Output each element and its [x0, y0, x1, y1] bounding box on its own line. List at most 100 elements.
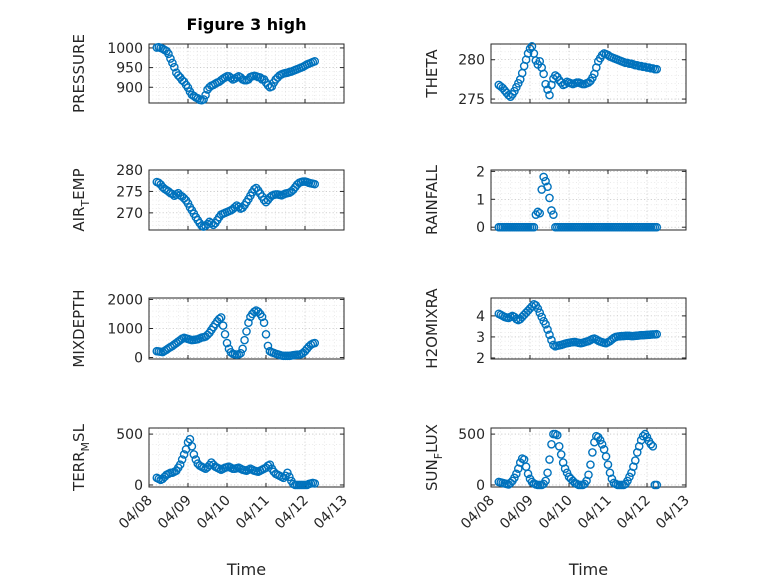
- data-point-sun_flux: [625, 472, 634, 482]
- y-axis-label: MIXDEPTH: [70, 289, 88, 367]
- subplot-mixdepth: 0 1000 2000 MIXDEPTH: [70, 289, 345, 368]
- data-point-sun_flux: [510, 473, 519, 483]
- data-point-rainfall: [541, 176, 550, 186]
- data-point-mixdepth: [263, 341, 273, 351]
- data-point-mixdepth: [218, 321, 228, 330]
- y-tick-label: 1000: [107, 41, 143, 57]
- data-point-sun_flux: [556, 450, 566, 459]
- data-point-air_temp: [168, 189, 177, 199]
- data-point-mixdepth: [238, 344, 247, 354]
- data-point-sun_flux: [631, 456, 640, 465]
- data-point-pressure: [201, 90, 210, 100]
- data-point-theta: [539, 69, 548, 79]
- data-point-sun_flux: [642, 432, 652, 442]
- data-point-theta: [597, 50, 607, 60]
- y-axis-label: THETA: [423, 49, 441, 99]
- y-tick-label: 0: [134, 351, 143, 367]
- data-point-theta: [545, 90, 554, 100]
- x-tick-label: 04/12: [272, 493, 312, 533]
- data-point-sun_flux: [523, 469, 533, 479]
- data-point-sun_flux: [541, 476, 550, 486]
- data-point-air_temp: [234, 202, 243, 212]
- data-point-h2omixra: [535, 308, 545, 318]
- data-point-sun_flux: [597, 439, 607, 449]
- data-point-sun_flux: [595, 435, 605, 445]
- data-point-air_temp: [310, 179, 320, 189]
- data-point-pressure: [168, 58, 177, 68]
- axes-box: [148, 43, 345, 104]
- data-point-sun_flux: [521, 462, 531, 471]
- data-point-pressure: [199, 95, 208, 104]
- y-axis-label: H2OMIXRA: [423, 288, 441, 369]
- axes-box: [490, 427, 687, 488]
- x-tick-label: 04/13: [311, 493, 351, 533]
- data-point-mixdepth: [310, 338, 320, 348]
- data-point-sun_flux: [543, 468, 552, 478]
- data-point-theta: [652, 64, 662, 74]
- y-axis-label: RAINFALL: [423, 164, 441, 235]
- data-point-rainfall: [545, 193, 554, 203]
- x-tick-label: 04/12: [614, 493, 654, 533]
- data-point-mixdepth: [242, 327, 251, 336]
- data-point-mixdepth: [216, 313, 226, 322]
- data-point-h2omixra: [652, 329, 662, 339]
- data-point-sun_flux: [588, 448, 597, 457]
- data-point-terr_msl: [310, 479, 320, 488]
- data-point-mixdepth: [259, 318, 269, 327]
- x-tick-label: 04/13: [653, 493, 693, 533]
- y-tick-label: 0: [476, 478, 485, 494]
- subplot-theta: 275 280 THETA: [423, 42, 687, 108]
- data-point-sun_flux: [586, 460, 595, 469]
- data-point-terr_msl: [175, 460, 185, 469]
- y-tick-label: 270: [116, 206, 143, 222]
- x-axis-label: Time: [568, 560, 608, 579]
- x-axis-label: Time: [226, 560, 266, 579]
- y-tick-label: 0: [476, 220, 485, 236]
- subplot-sun_flux: 0 500 04/08 04/09 04/10 04/11 04/12 04/13 Time SU…: [423, 424, 693, 579]
- y-tick-label: 280: [116, 163, 143, 179]
- data-point-theta: [523, 49, 533, 58]
- x-tick-label: 04/09: [497, 493, 537, 533]
- data-point-mixdepth: [236, 348, 245, 358]
- data-point-terr_msl: [179, 450, 189, 459]
- data-point-h2omixra: [543, 325, 552, 334]
- figure-title: Figure 3 high: [187, 15, 307, 34]
- data-point-mixdepth: [261, 330, 271, 339]
- x-tick-label: 04/08: [458, 493, 498, 533]
- data-point-pressure: [310, 57, 320, 66]
- y-tick-label: 950: [116, 61, 143, 77]
- data-point-mixdepth: [257, 312, 267, 322]
- x-tick-label: 04/10: [536, 493, 576, 533]
- x-tick-label: 04/08: [116, 493, 156, 533]
- axes-box: [490, 297, 687, 360]
- x-tick-label: 04/11: [575, 493, 615, 533]
- y-tick-label: 500: [116, 427, 143, 443]
- data-point-rainfall: [535, 208, 545, 218]
- y-axis-label: TERRMSL: [70, 423, 92, 492]
- data-point-terr_msl: [177, 455, 187, 464]
- y-tick-label: 0: [134, 478, 143, 494]
- data-point-rainfall: [533, 207, 543, 217]
- y-tick-label: 900: [116, 80, 143, 96]
- axes-box: [490, 43, 687, 104]
- data-point-h2omixra: [541, 319, 550, 329]
- y-tick-label: 280: [458, 53, 485, 69]
- y-tick-label: 275: [116, 184, 143, 200]
- x-tick-label: 04/10: [194, 493, 234, 533]
- axes-box: [148, 427, 345, 488]
- data-point-mixdepth: [220, 330, 230, 339]
- data-point-terr_msl: [265, 460, 275, 469]
- data-point-h2omixra: [533, 304, 543, 313]
- data-point-terr_msl: [205, 460, 214, 470]
- y-tick-label: 2: [476, 351, 485, 367]
- data-point-mixdepth: [222, 338, 232, 348]
- data-point-mixdepth: [244, 318, 253, 327]
- y-tick-label: 2: [476, 164, 485, 180]
- data-point-pressure: [170, 62, 179, 72]
- data-point-sun_flux: [648, 442, 658, 451]
- data-point-sun_flux: [652, 480, 662, 490]
- data-point-sun_flux: [553, 430, 562, 440]
- data-point-rainfall: [529, 222, 539, 232]
- data-point-air_temp: [249, 184, 259, 194]
